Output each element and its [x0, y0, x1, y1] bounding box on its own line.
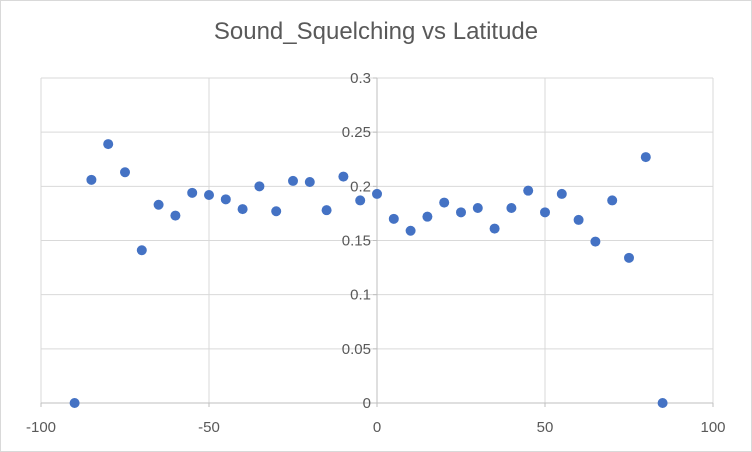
x-tick-labels: -100 -50 0 50 100 [26, 419, 726, 436]
data-point [338, 171, 349, 182]
data-point [573, 214, 584, 225]
data-point [439, 197, 450, 208]
data-point [120, 167, 130, 178]
y-tick-label: 0.25 [342, 124, 371, 141]
data-point [136, 245, 147, 256]
data-point [388, 213, 399, 224]
data-point [355, 195, 366, 206]
chart-title: Sound_Squelching vs Latitude [213, 18, 539, 45]
data-point [220, 194, 231, 205]
y-tick-labels: 0 0.05 0.1 0.15 0.2 0.25 0.3 [342, 70, 371, 412]
data-point [556, 188, 567, 199]
x-tick-label: 100 [700, 419, 725, 436]
data-point [187, 187, 198, 198]
data-point [506, 203, 517, 213]
data-point [540, 207, 550, 218]
y-tick-label: 0.3 [350, 70, 371, 87]
data-point [69, 398, 80, 408]
x-tick-label: -50 [198, 419, 220, 436]
data-point [523, 185, 534, 196]
data-point [254, 181, 265, 192]
x-tick-label: 50 [537, 419, 554, 436]
data-point [657, 398, 668, 408]
data-point [624, 252, 634, 263]
x-tick-label: 0 [373, 419, 381, 436]
data-point [237, 204, 248, 215]
data-point [405, 225, 416, 236]
data-point [456, 207, 466, 218]
y-tick-label: 0 [363, 395, 371, 412]
y-tick-label: 0.2 [350, 178, 371, 195]
data-point [422, 211, 433, 222]
data-point [153, 199, 164, 210]
data-point [204, 190, 214, 200]
data-point [607, 195, 618, 206]
data-point [489, 223, 500, 234]
data-point [640, 152, 651, 163]
y-tick-label: 0.1 [350, 287, 371, 304]
data-point [372, 188, 382, 199]
data-point [86, 174, 97, 185]
data-point [304, 177, 315, 187]
data-point [271, 206, 282, 217]
data-point [321, 205, 332, 216]
axes [40, 77, 714, 407]
data-point [590, 236, 601, 247]
data-point [170, 210, 181, 221]
data-points [69, 139, 668, 408]
data-point [103, 139, 114, 150]
x-tick-label: -100 [26, 419, 56, 436]
y-tick-label: 0.05 [342, 341, 371, 358]
y-tick-label: 0.15 [342, 233, 371, 250]
data-point [288, 175, 298, 186]
data-point [472, 203, 483, 213]
